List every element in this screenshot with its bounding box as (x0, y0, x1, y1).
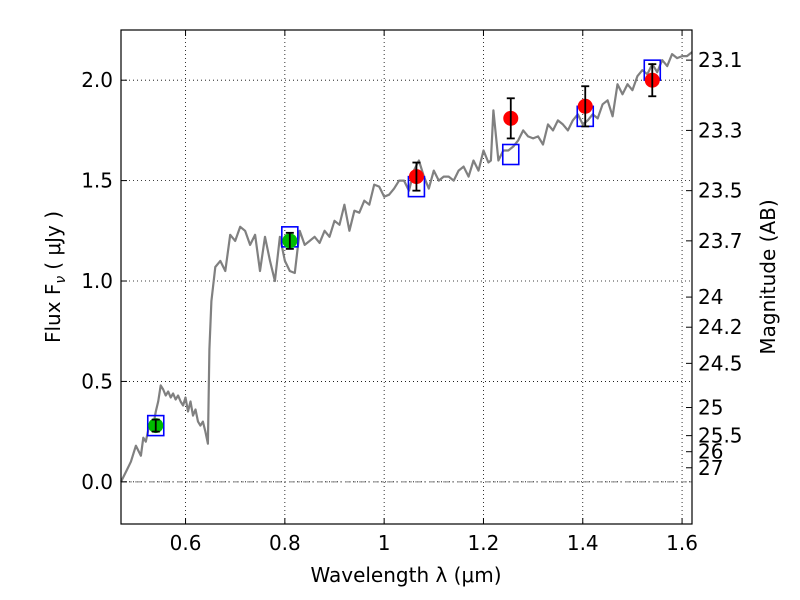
y-tick-label: 0.0 (81, 470, 113, 494)
magnitude-tick-label: 23.7 (698, 229, 743, 253)
y-axis-label-subscript: ν (53, 276, 69, 284)
magnitude-tick-label: 23.1 (698, 48, 743, 72)
magnitude-tick-label: 25 (698, 396, 723, 420)
y-axis-label: Flux Fν ( μJy ) (41, 211, 69, 343)
x-tick-label: 1.4 (567, 531, 599, 555)
magnitude-tick-label: 27 (698, 456, 723, 480)
y-tick-label: 1.5 (81, 169, 113, 193)
magnitude-tick-label: 23.5 (698, 179, 743, 203)
spectrum-line (120, 51, 693, 483)
y-tick-label: 0.5 (81, 369, 113, 393)
magnitude-tick-label: 24 (698, 285, 723, 309)
x-axis-label: Wavelength λ (μm) (310, 563, 501, 587)
x-tick-label: 1.2 (468, 531, 500, 555)
magnitude-tick-label: 23.3 (698, 118, 743, 142)
model-photometry-square (501, 143, 520, 166)
x-tick-label: 0.8 (269, 531, 301, 555)
y-tick-label: 2.0 (81, 68, 113, 92)
model-photometry-square (146, 414, 165, 437)
y-axis-label-unit: ( μJy ) (41, 211, 65, 270)
magnitude-tick-label: 24.2 (698, 315, 743, 339)
y-tick-label: 1.0 (81, 269, 113, 293)
right-y-axis-label: Magnitude (AB) (756, 199, 780, 354)
magnitude-tick-label: 24.5 (698, 351, 743, 375)
x-tick-label: 0.6 (170, 531, 202, 555)
axes: 0.6 0.8 1 1.2 1.4 1.6 0.0 0.5 1.0 1.5 2.0 23.1 23.3 2… (81, 30, 743, 555)
plot-frame (120, 29, 693, 525)
plot-background (121, 30, 692, 524)
y-axis-label-main: Flux F (41, 284, 65, 343)
x-tick-label: 1 (378, 531, 391, 555)
series-layer (120, 51, 693, 483)
magnitude-tick-label: 26 (698, 440, 723, 464)
magnitude-tick-label: 25.5 (698, 424, 743, 448)
x-tick-label: 1.6 (666, 531, 698, 555)
